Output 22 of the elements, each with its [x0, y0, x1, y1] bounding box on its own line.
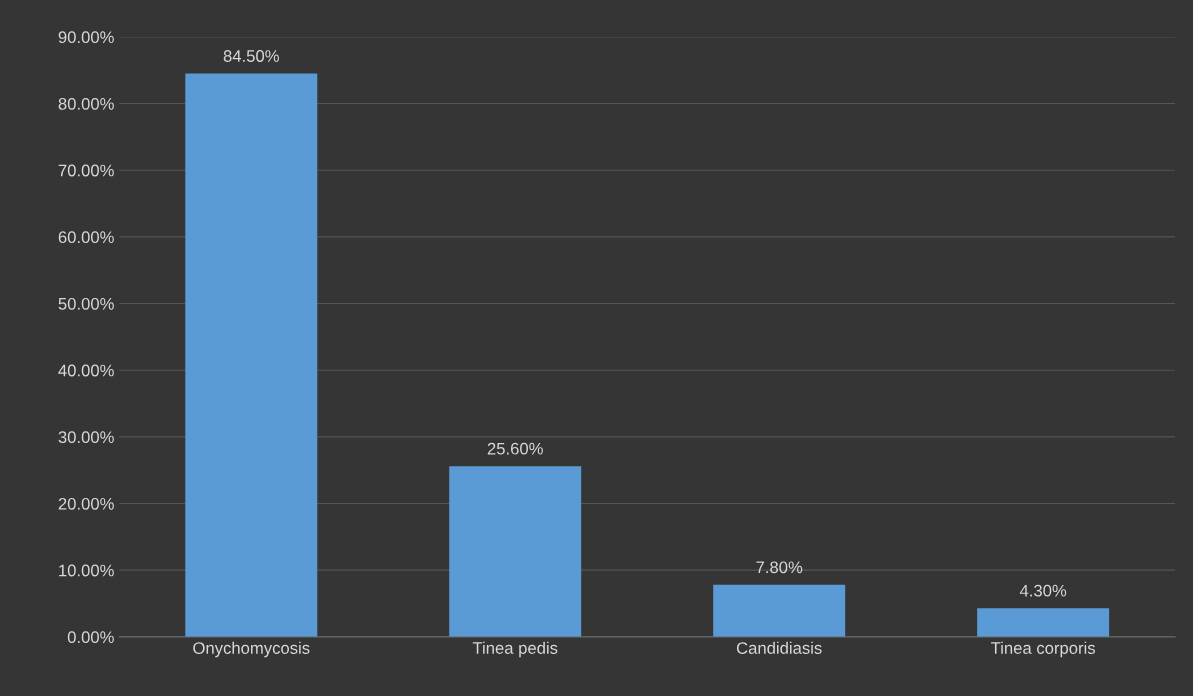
y-tick-label: 10.00% [59, 564, 114, 577]
bar [713, 584, 846, 637]
y-tick-label: 70.00% [58, 164, 114, 177]
x-tick-label: Tinea pedis [472, 641, 558, 658]
bar [185, 73, 318, 637]
data-label: 25.60% [487, 442, 543, 455]
x-tick-label: Onychomycosis [193, 641, 310, 658]
y-tick-label: 60.00% [58, 231, 114, 244]
data-label: 7.80% [756, 561, 803, 574]
x-tick-label: Tinea corporis [991, 641, 1096, 658]
data-label: 84.50% [223, 50, 279, 62]
y-tick-label: 50.00% [58, 297, 114, 310]
bar [977, 608, 1110, 637]
y-tick-label: 20.00% [58, 497, 114, 510]
bar [449, 466, 582, 637]
data-label: 4.30% [1019, 584, 1067, 597]
y-tick-label: 80.00% [58, 97, 114, 110]
y-tick-label: 0.00% [67, 631, 114, 644]
y-tick-label: 40.00% [58, 364, 114, 377]
y-tick-label: 90.00% [58, 31, 114, 44]
y-tick-label: 30.00% [58, 431, 114, 444]
x-tick-label: Candidiasis [736, 641, 822, 654]
